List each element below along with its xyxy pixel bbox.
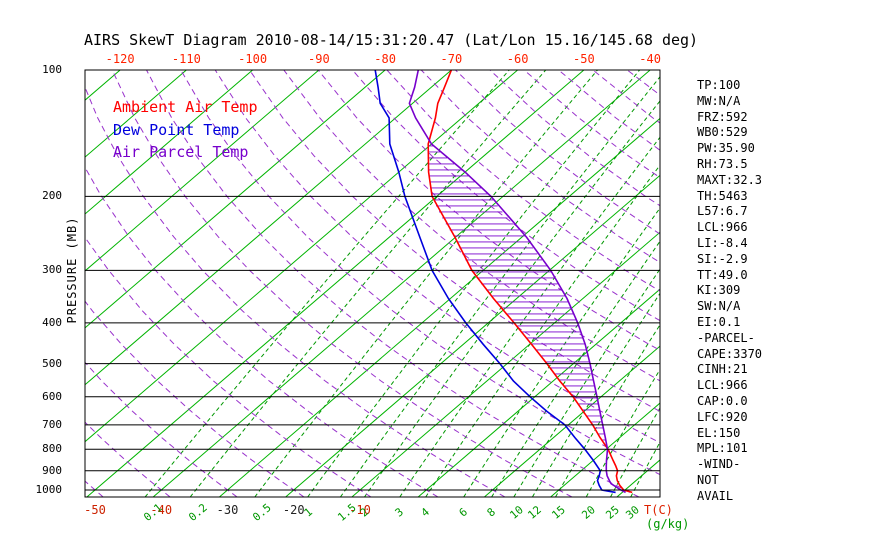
stats-line: NOT — [697, 473, 719, 487]
top-temp-tick-label: -80 — [374, 52, 396, 66]
stats-line: TT:49.0 — [697, 267, 748, 282]
stats-line: WB0:529 — [697, 125, 748, 140]
pressure-tick-label: 100 — [42, 63, 62, 76]
stats-line: FRZ:592 — [697, 109, 748, 124]
stats-line: MAXT:32.3 — [697, 172, 763, 187]
stats-line: -WIND- — [697, 457, 741, 472]
mixing-ratio-label: 25 — [603, 503, 623, 522]
stats-line: TH:5463 — [697, 188, 748, 203]
stats-line: MPL:101 — [697, 441, 748, 456]
top-temp-tick-label: -90 — [308, 52, 330, 66]
plot-gridlines — [85, 70, 660, 497]
bottom-temp-tick-label: -50 — [84, 503, 106, 517]
legend-ambient-air-temp: Ambient Air Temp — [113, 98, 258, 116]
mixing-ratio-label: 30 — [623, 503, 643, 522]
stats-line: EI:0.1 — [697, 315, 741, 329]
pressure-tick-label: 300 — [42, 263, 62, 277]
pressure-axis-title: PRESSURE (MB) — [65, 216, 79, 324]
mixing-ratio-label: 15 — [548, 503, 568, 522]
pressure-tick-label: 900 — [42, 463, 62, 477]
stats-line: -PARCEL- — [697, 330, 755, 345]
bottom-temp-tick-label: -40 — [150, 503, 173, 517]
pressure-tick-label: 1000 — [35, 483, 63, 496]
bottom-temp-tick-label: -20 — [282, 503, 305, 517]
pressure-tick-label: 400 — [42, 315, 62, 329]
mixing-ratio-label: 1 — [301, 505, 315, 520]
pressure-tick-label: 500 — [42, 356, 62, 370]
stats-line: L57:6.7 — [697, 204, 748, 219]
stats-line: LFC:920 — [697, 409, 748, 424]
mixing-ratio-label: 8 — [484, 505, 498, 520]
mixing-ratio-label: 12 — [525, 503, 545, 522]
top-temp-tick-label: -60 — [506, 52, 529, 66]
mixing-ratio-label: 10 — [507, 503, 526, 522]
mixing-ratio-unit-label: (g/kg) — [646, 517, 690, 531]
pressure-tick-label: 800 — [42, 442, 62, 456]
bottom-temp-tick-label: -10 — [349, 503, 371, 517]
stats-line: SW:N/A — [697, 299, 741, 314]
stats-line: AVAIL — [697, 488, 734, 503]
ambient-temp-curve — [427, 70, 633, 494]
bottom-temp-tick-label: -30 — [216, 503, 239, 517]
stats-line: LI:-8.4 — [697, 236, 748, 250]
chart-title: AIRS SkewT Diagram 2010-08-14/15:31:20.4… — [84, 31, 699, 49]
mixing-ratio-label: 0.5 — [250, 501, 274, 524]
top-temp-tick-label: -40 — [639, 52, 661, 66]
stats-line: LCL:966 — [697, 220, 748, 235]
stats-line: CAPE:3370 — [697, 346, 763, 361]
stats-line: SI:-2.9 — [697, 251, 748, 266]
temp-unit-label: T(C) — [644, 503, 673, 517]
dew-point-curve — [374, 70, 616, 494]
stats-line: MW:N/A — [697, 93, 741, 108]
plot-frame — [84, 69, 661, 498]
stats-line: CINH:21 — [697, 362, 748, 377]
stats-line: TP:100 — [697, 78, 741, 92]
top-temp-tick-label: -100 — [238, 52, 268, 66]
mixing-ratio-label: 3 — [393, 505, 407, 520]
pressure-tick-label: 700 — [42, 417, 62, 431]
pressure-tick-label: 200 — [42, 189, 62, 203]
stats-line: PW:35.90 — [697, 141, 755, 156]
top-temp-tick-label: -50 — [573, 52, 595, 66]
pressure-tick-label: 600 — [42, 389, 62, 403]
parcel-temp-curve — [408, 70, 626, 494]
top-temp-tick-label: -110 — [171, 52, 201, 66]
stats-line: EL:150 — [697, 425, 741, 440]
stats-line: KI:309 — [697, 283, 741, 298]
legend-dew-point-temp: Dew Point Temp — [113, 121, 240, 139]
top-temp-tick-label: -120 — [105, 52, 135, 66]
stats-line: LCL:966 — [697, 378, 748, 393]
legend-air-parcel-temp: Air Parcel Temp — [113, 143, 249, 161]
top-temp-tick-label: -70 — [440, 52, 463, 66]
mixing-ratio-label: 4 — [418, 505, 433, 520]
stats-line: RH:73.5 — [697, 157, 748, 171]
mixing-ratio-label: 6 — [456, 505, 471, 520]
stats-line: CAP:0.0 — [697, 394, 748, 408]
mixing-ratio-label: 20 — [579, 503, 598, 522]
mixing-ratio-label: 0.2 — [185, 501, 210, 524]
